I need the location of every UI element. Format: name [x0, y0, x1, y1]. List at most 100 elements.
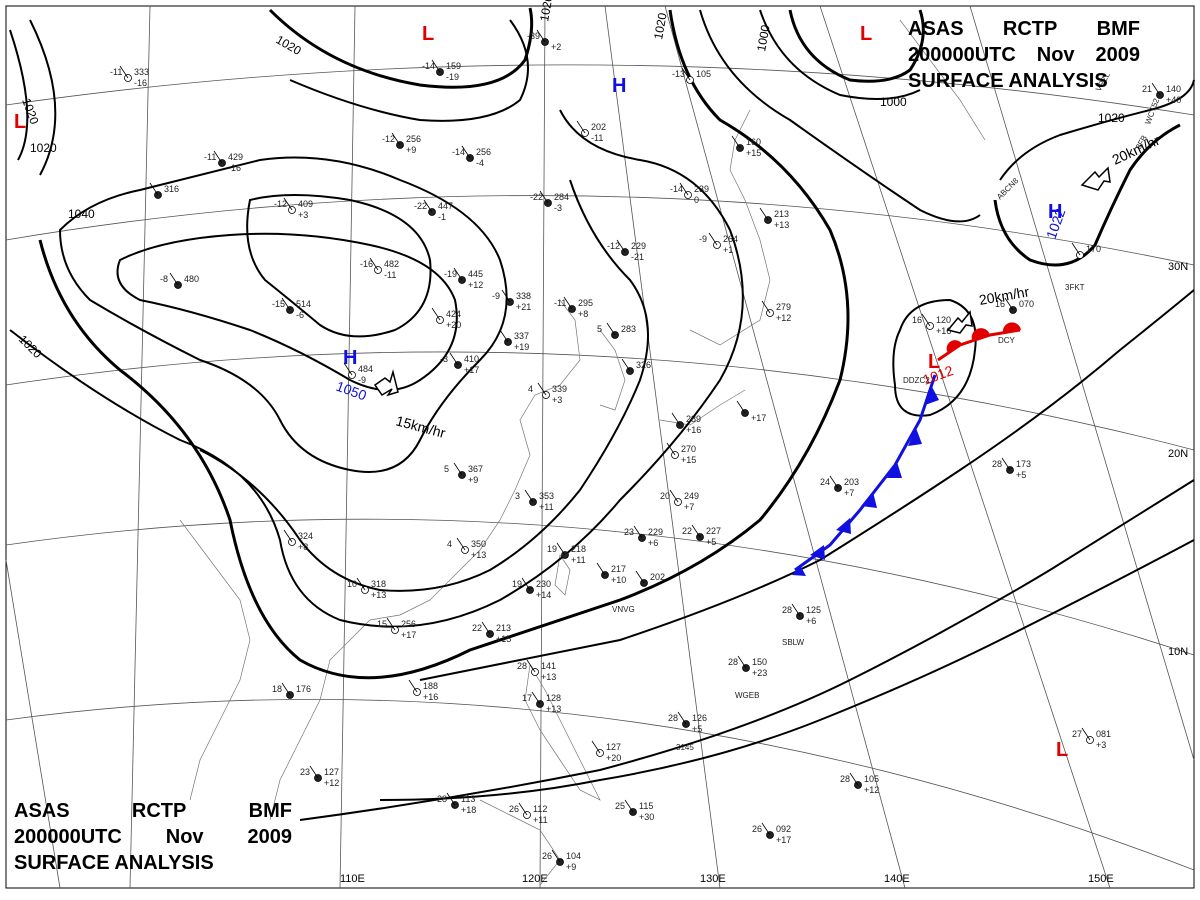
station-pressure: 127	[324, 767, 339, 777]
station-pressure: 217	[611, 564, 626, 574]
issue-time: 200000UTC	[908, 44, 1016, 66]
station-plot: 424+20	[431, 307, 461, 330]
title-row-product: SURFACE ANALYSIS	[14, 850, 292, 876]
station-pressure: 125	[806, 605, 821, 615]
station-pressure: 115	[639, 801, 653, 811]
lon-line-160e	[969, 5, 1195, 761]
wind-barb-icon	[679, 182, 689, 196]
lat-label-30n: 30N	[1168, 261, 1188, 273]
wind-barb-icon	[736, 400, 746, 414]
station-tendency: +13	[371, 590, 386, 600]
station-plot: -14 256-4	[452, 145, 491, 168]
wind-barb-icon	[499, 329, 509, 343]
station-temperature: -12	[382, 134, 395, 144]
isobar-18	[299, 479, 1195, 821]
station-plot: 28 141+13	[517, 659, 556, 682]
station-plot: -9 264+1	[699, 232, 738, 255]
lon-line-90e	[5, 559, 61, 889]
station-pressure: 270	[681, 444, 696, 454]
high-center-label: H	[612, 75, 626, 97]
station-temperature: 24	[820, 477, 830, 487]
station-tendency: +17	[751, 413, 766, 423]
wind-barb-icon	[921, 313, 931, 327]
station-plot: -12 229-21	[607, 239, 646, 262]
lon-label-110e: 110E	[340, 873, 365, 885]
product-name: SURFACE ANALYSIS	[908, 70, 1108, 92]
isobar-11	[699, 9, 981, 223]
lat-line-10n	[5, 518, 1195, 656]
station-plot: 22 227+5	[682, 524, 721, 547]
station-tendency: +8	[298, 542, 308, 552]
wind-barb-icon	[461, 145, 471, 159]
station-tendency: +3	[298, 210, 308, 220]
arrow-icon-high-1050	[373, 369, 399, 397]
low-center-label: L	[1056, 739, 1068, 761]
station-tendency: +15	[681, 455, 696, 465]
station-temperature: 26	[752, 824, 762, 834]
lat-line-0	[5, 698, 1195, 871]
office-code: BMF	[1096, 18, 1140, 40]
station-tendency: -6	[296, 310, 304, 320]
station-temperature: -22	[530, 192, 543, 202]
coast-japan	[689, 109, 771, 346]
station-pressure: 113	[461, 794, 475, 804]
station-plot: 23 127+12	[300, 765, 339, 788]
station-temperature: 3	[515, 491, 520, 501]
station-tendency: +14	[536, 590, 551, 600]
ship-id: 3FKT	[1065, 283, 1085, 292]
station-tendency: +17	[401, 630, 416, 640]
station-temperature: 28	[782, 605, 792, 615]
station-temperature: -15	[272, 299, 285, 309]
station-pressure: 105	[864, 774, 879, 784]
station-plot: 10 318+13	[347, 577, 386, 600]
station-plot: 337+19	[499, 329, 529, 352]
motion-arrows	[373, 166, 1111, 397]
station-tendency: +30	[639, 812, 654, 822]
station-pressure: 367	[468, 464, 483, 474]
station-tendency: +17	[464, 365, 479, 375]
wind-barb-icon	[283, 529, 293, 543]
wind-barb-icon	[635, 570, 645, 584]
station-temperature: 17	[522, 693, 532, 703]
station-plot: 316	[149, 182, 179, 199]
wind-barb-icon	[606, 322, 616, 336]
lat-line-20n	[5, 351, 1195, 451]
station-pressure: 295	[578, 298, 593, 308]
station-pressure: 333	[134, 67, 149, 77]
station-tendency: +13	[546, 704, 561, 714]
wind-barb-icon	[1151, 82, 1161, 96]
station-tendency: +3	[552, 395, 562, 405]
station-pressure: 070	[1019, 299, 1034, 309]
wind-barb-icon	[563, 296, 573, 310]
station-plot: 324+8	[283, 529, 313, 552]
station-temperature: 19	[512, 579, 522, 589]
station-temperature: 4	[447, 539, 452, 549]
station-tendency: +12	[324, 778, 339, 788]
station-pressure: 239	[694, 184, 709, 194]
isobar-13	[788, 9, 925, 83]
station-tendency: +5	[1016, 470, 1026, 480]
station-temperature: -13	[672, 69, 685, 79]
title-row-time: 200000UTC Nov 2009	[908, 42, 1140, 68]
wind-barb-icon	[526, 659, 536, 673]
isobar-17	[419, 289, 1195, 681]
wind-barb-icon	[521, 577, 531, 591]
issue-month: Nov	[165, 826, 204, 848]
wind-barb-icon	[761, 300, 771, 314]
pressure-system-letters: L L L H H H L L	[14, 23, 1068, 761]
station-pressure: 105	[696, 69, 711, 79]
station-pressure: 284	[554, 192, 569, 202]
station-plot: 289+16	[671, 412, 701, 435]
station-plot: -13 105	[672, 67, 711, 84]
station-tendency: -21	[631, 252, 644, 262]
station-pressure: 176	[296, 684, 311, 694]
isobar-9	[289, 19, 529, 122]
station-pressure: 202	[591, 122, 606, 132]
station-plot: 28 113+18	[437, 792, 476, 815]
map-frame	[5, 5, 1195, 889]
wind-barb-icon	[576, 120, 586, 134]
grid-labels: 30N 20N 10N 110E 120E 130E 140E 150E	[340, 261, 1188, 885]
wind-barb-icon	[591, 740, 601, 754]
wind-barb-icon	[616, 239, 626, 253]
station-pressure: 126	[692, 713, 707, 723]
